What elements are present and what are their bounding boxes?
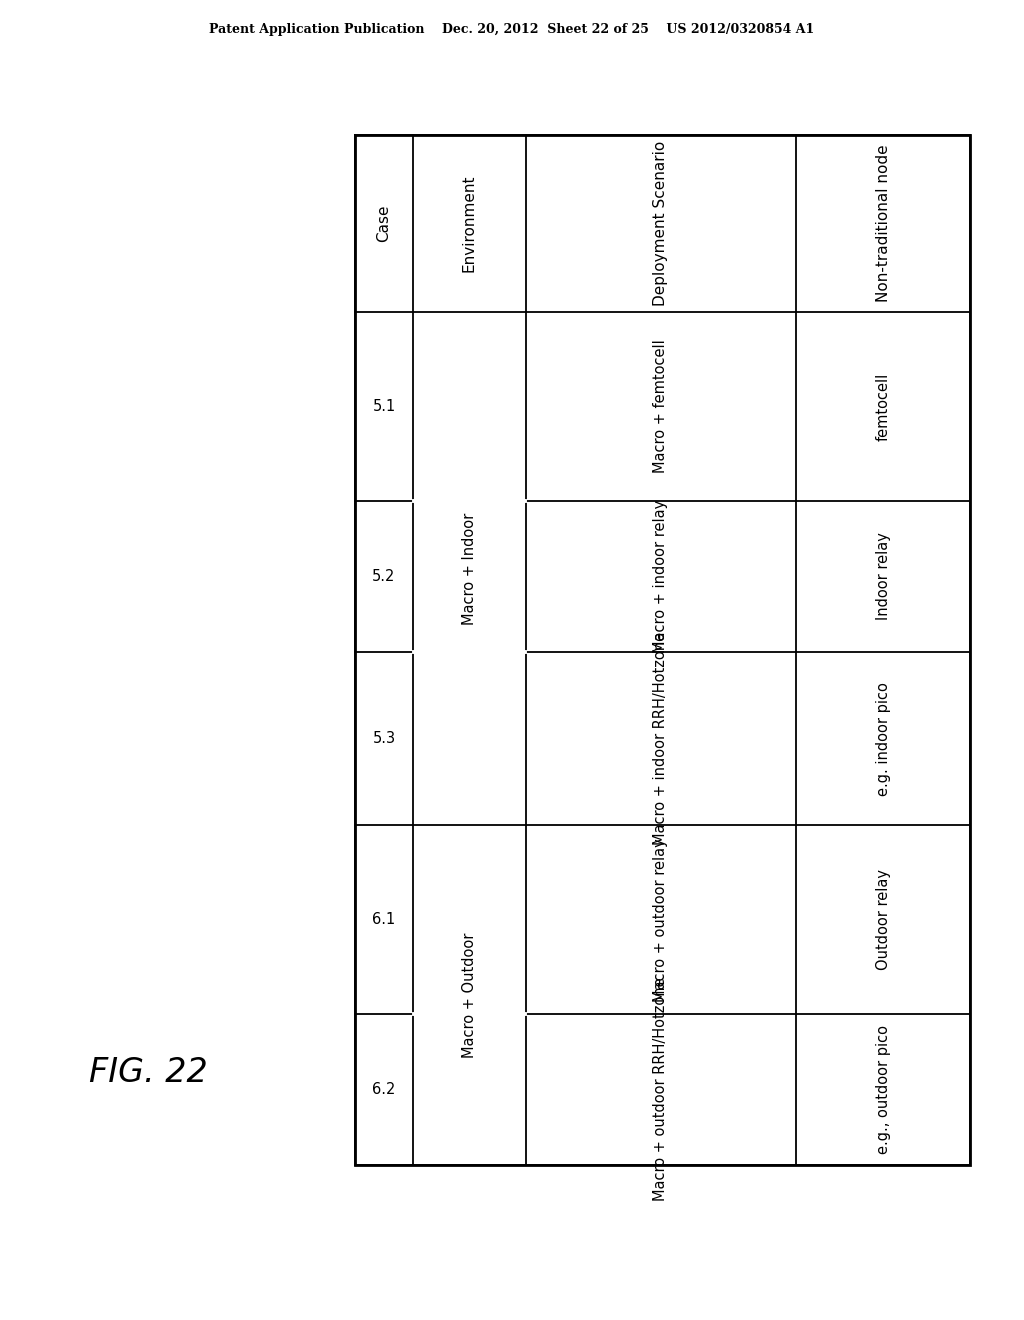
Text: Deployment Scenario: Deployment Scenario <box>653 141 669 306</box>
Bar <box>355 135 970 1166</box>
Text: Case: Case <box>377 205 391 243</box>
Text: Outdoor relay: Outdoor relay <box>876 870 891 970</box>
Text: e.g. indoor pico: e.g. indoor pico <box>876 681 891 796</box>
Text: femtocell: femtocell <box>876 372 891 441</box>
Text: 5.1: 5.1 <box>373 399 395 414</box>
Text: Macro + indoor relay: Macro + indoor relay <box>653 500 669 653</box>
Text: FIG. 22: FIG. 22 <box>89 1056 208 1089</box>
Text: 6.2: 6.2 <box>373 1082 395 1097</box>
Bar <box>355 135 970 1166</box>
Text: Patent Application Publication    Dec. 20, 2012  Sheet 22 of 25    US 2012/03208: Patent Application Publication Dec. 20, … <box>209 24 815 37</box>
Text: Macro + Outdoor: Macro + Outdoor <box>462 932 477 1057</box>
Text: Macro + femtocell: Macro + femtocell <box>653 339 669 474</box>
Text: Macro + Indoor: Macro + Indoor <box>462 512 477 624</box>
Text: 5.2: 5.2 <box>373 569 395 583</box>
Text: Non-traditional node: Non-traditional node <box>876 145 891 302</box>
Text: Macro + outdoor relay: Macro + outdoor relay <box>653 838 669 1002</box>
Text: Indoor relay: Indoor relay <box>876 532 891 620</box>
Text: Macro + outdoor RRH/Hotzone: Macro + outdoor RRH/Hotzone <box>653 978 669 1201</box>
Text: Environment: Environment <box>462 174 477 272</box>
Text: 6.1: 6.1 <box>373 912 395 927</box>
Text: e.g., outdoor pico: e.g., outdoor pico <box>876 1026 891 1154</box>
Text: Macro + indoor RRH/Hotzone: Macro + indoor RRH/Hotzone <box>653 632 669 845</box>
Text: 5.3: 5.3 <box>373 731 395 746</box>
